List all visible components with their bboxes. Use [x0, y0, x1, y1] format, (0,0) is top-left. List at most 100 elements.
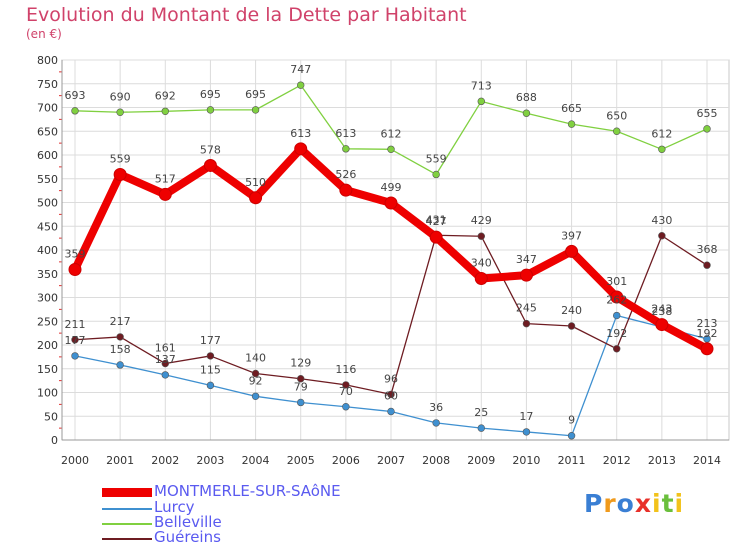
y-tick-label: 250 — [37, 315, 58, 328]
y-tick-label: 650 — [37, 125, 58, 138]
data-label: 36 — [429, 401, 443, 414]
data-point — [565, 244, 579, 258]
data-label: 693 — [65, 89, 86, 102]
data-label: 301 — [606, 275, 627, 288]
data-label: 347 — [516, 253, 537, 266]
y-tick-label: 350 — [37, 268, 58, 281]
y-tick-label: 450 — [37, 220, 58, 233]
data-label: 192 — [606, 327, 627, 340]
data-label: 517 — [155, 172, 176, 185]
data-label: 526 — [335, 168, 356, 181]
data-label: 499 — [381, 181, 402, 194]
chart-subtitle: (en €) — [26, 27, 62, 41]
data-label: 431 — [426, 213, 447, 226]
data-point — [567, 432, 576, 440]
logo-letter: i — [674, 489, 685, 518]
data-point — [71, 352, 79, 360]
x-tick-label: 2011 — [558, 454, 586, 467]
data-point — [297, 375, 305, 383]
data-point — [387, 145, 395, 154]
y-tick-label: 600 — [37, 149, 58, 162]
data-point — [519, 268, 533, 282]
data-point — [113, 167, 127, 181]
data-point — [477, 424, 485, 432]
data-point — [116, 333, 124, 341]
data-point — [251, 106, 260, 114]
data-label: 240 — [561, 304, 582, 317]
data-point — [658, 145, 666, 154]
x-tick-label: 2000 — [61, 454, 89, 467]
x-tick-label: 2004 — [242, 454, 270, 467]
data-point — [477, 232, 485, 240]
data-label: 161 — [155, 342, 176, 355]
y-tick-label: 100 — [37, 387, 58, 400]
legend-label: Belleville — [154, 513, 222, 531]
data-label: 115 — [200, 363, 221, 376]
data-label: 177 — [65, 334, 86, 347]
data-label: 665 — [561, 102, 582, 115]
logo-letter: r — [603, 489, 617, 518]
data-label: 60 — [384, 390, 398, 403]
data-label: 430 — [651, 214, 672, 227]
data-label: 213 — [697, 317, 718, 330]
x-tick-label: 2012 — [603, 454, 631, 467]
data-label: 613 — [335, 127, 356, 140]
data-label: 137 — [155, 353, 176, 366]
data-point — [339, 183, 353, 197]
data-point — [522, 109, 531, 117]
axis-layer: 0 50 100 150 200 250 300 350 400 450 500 550 600 650 7… — [37, 54, 729, 467]
data-point — [116, 108, 124, 116]
y-tick-label: 0 — [51, 434, 58, 447]
y-tick-label: 700 — [37, 102, 58, 115]
data-label: 695 — [245, 88, 266, 101]
legend-label: Guéreins — [154, 528, 221, 546]
data-label: 262 — [606, 294, 627, 307]
data-point — [613, 345, 621, 353]
chart-title: Evolution du Montant de la Dette par Hab… — [26, 4, 467, 26]
data-label: 510 — [245, 176, 266, 189]
data-label: 429 — [471, 214, 492, 227]
data-point — [703, 261, 711, 269]
data-point — [342, 403, 350, 411]
data-label: 116 — [335, 363, 356, 376]
data-label: 238 — [651, 305, 672, 318]
data-point — [703, 335, 711, 343]
data-label: 158 — [110, 343, 131, 356]
x-tick-label: 2007 — [377, 454, 405, 467]
y-tick-label: 800 — [37, 54, 58, 67]
data-point — [567, 120, 576, 128]
x-tick-label: 2013 — [648, 454, 676, 467]
data-point — [432, 419, 440, 427]
data-label: 217 — [110, 315, 131, 328]
data-label: 243 — [651, 303, 672, 316]
data-point — [613, 311, 621, 320]
data-point — [71, 336, 79, 344]
data-label: 613 — [290, 127, 311, 140]
data-label: 177 — [200, 334, 221, 347]
proxiti-logo: Proxiti — [584, 489, 684, 518]
y-tick-label: 750 — [37, 78, 58, 91]
data-point — [387, 390, 395, 399]
y-tick-label: 150 — [37, 363, 58, 376]
x-tick-label: 2010 — [512, 454, 540, 467]
data-point — [71, 107, 79, 115]
data-label: 92 — [249, 374, 263, 387]
data-point — [613, 127, 621, 135]
data-label: 129 — [290, 357, 311, 370]
data-point — [658, 232, 666, 240]
y-tick-label: 50 — [44, 410, 58, 423]
x-tick-label: 2001 — [106, 454, 134, 467]
data-point — [116, 361, 124, 369]
x-tick-label: 2006 — [332, 454, 360, 467]
data-point — [206, 352, 215, 360]
data-point — [297, 81, 305, 89]
data-point — [251, 369, 260, 378]
data-point — [68, 262, 82, 276]
x-tick-label: 2003 — [196, 454, 224, 467]
data-point — [387, 407, 395, 416]
data-label: 747 — [290, 63, 311, 76]
data-point — [474, 272, 488, 285]
data-label: 650 — [606, 109, 627, 122]
x-tick-label: 2014 — [693, 454, 721, 467]
